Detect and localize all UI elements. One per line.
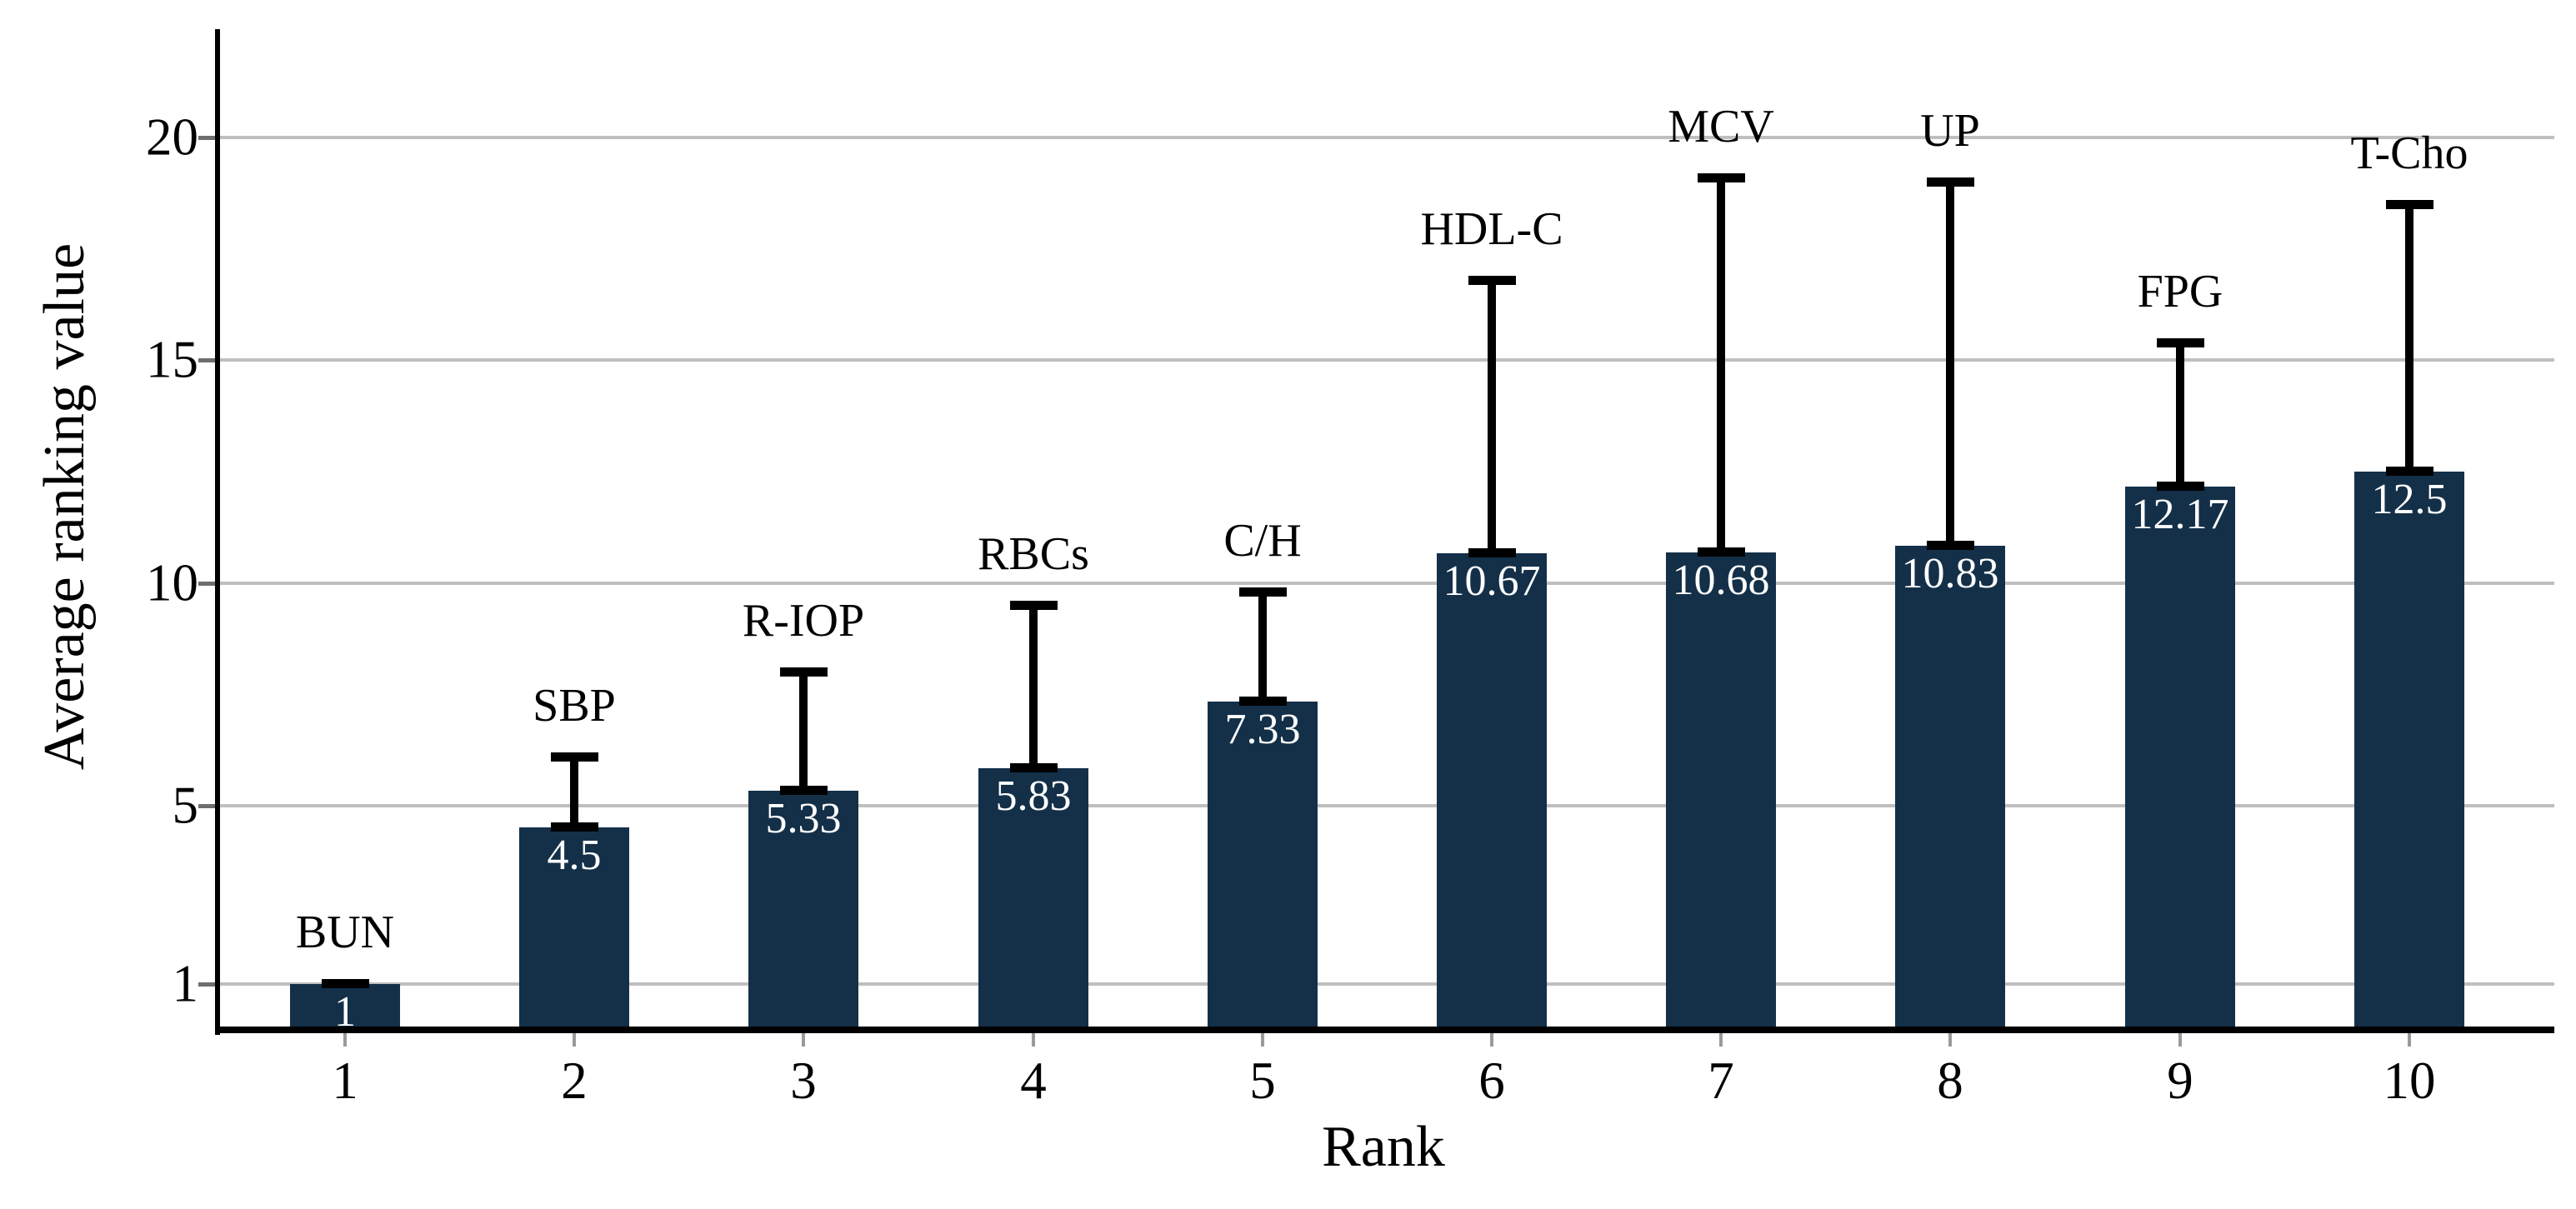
x-tick-label: 10 [2383, 1052, 2436, 1110]
error-bar-bottom-cap [1468, 548, 1516, 557]
bar [1666, 552, 1776, 1028]
bar-name-label: BUN [295, 907, 395, 959]
error-bar-bottom-cap [779, 786, 828, 795]
y-axis-line [215, 29, 220, 1035]
x-tick-mark [1490, 1032, 1493, 1047]
error-bar-top-cap [1468, 276, 1516, 285]
error-bar-bottom-cap [1697, 547, 1745, 557]
error-bar-bottom-cap [2385, 467, 2433, 476]
y-axis-title: Average ranking value [33, 242, 97, 771]
bar-value-label: 1 [334, 988, 356, 1036]
y-tick-label: 10 [146, 553, 198, 612]
bar-name-label: FPG [2137, 266, 2223, 318]
error-bar-top-cap [550, 752, 598, 762]
x-tick-mark [1948, 1032, 1952, 1047]
y-tick-label: 15 [146, 330, 198, 389]
bar-value-label: 10.83 [1901, 550, 1999, 597]
x-tick-label: 4 [1020, 1052, 1047, 1110]
error-bar-line [1029, 601, 1038, 768]
error-bar-bottom-cap [1926, 541, 1974, 550]
bar-name-label: RBCs [978, 528, 1089, 581]
bar-name-label: MCV [1668, 101, 1774, 153]
bar [978, 768, 1088, 1028]
x-tick-mark [2178, 1032, 2182, 1047]
y-tick-label: 5 [172, 776, 199, 835]
error-bar-line [2405, 200, 2413, 472]
bar-name-label: C/H [1223, 515, 1302, 567]
x-tick-mark [1032, 1032, 1035, 1047]
error-bar-line [570, 752, 578, 827]
error-bar-top-cap [2156, 338, 2204, 347]
error-bar-top-cap [1697, 173, 1745, 182]
y-tick-mark [198, 136, 215, 140]
x-tick-label: 3 [790, 1052, 817, 1110]
error-bar-top-cap [779, 667, 828, 677]
error-bar-line [1488, 276, 1496, 553]
x-tick-mark [1261, 1032, 1264, 1047]
bar-value-label: 10.68 [1672, 557, 1770, 604]
error-bar-line [1258, 587, 1267, 702]
x-tick-label: 1 [332, 1052, 358, 1110]
gridline [215, 982, 2554, 986]
y-tick-mark [198, 358, 215, 362]
error-bar-bottom-cap [321, 979, 369, 988]
gridline [215, 804, 2554, 807]
gridline [215, 358, 2554, 362]
gridline [215, 582, 2554, 585]
x-tick-label: 7 [1708, 1052, 1734, 1110]
bar-name-label: HDL-C [1420, 203, 1563, 256]
error-bar-line [1717, 173, 1725, 552]
x-tick-mark [343, 1032, 347, 1047]
error-bar-top-cap [1926, 177, 1974, 187]
bar [1437, 553, 1547, 1028]
bar [1208, 702, 1318, 1028]
x-tick-mark [573, 1032, 576, 1047]
error-bar-bottom-cap [1009, 763, 1058, 772]
x-tick-label: 8 [1937, 1052, 1963, 1110]
bar-name-label: R-IOP [742, 595, 865, 647]
bar [2125, 487, 2235, 1028]
y-tick-mark [198, 982, 215, 987]
error-bar-top-cap [2385, 200, 2433, 209]
bar-value-label: 4.5 [547, 832, 602, 879]
x-tick-label: 6 [1478, 1052, 1505, 1110]
x-tick-label: 9 [2167, 1052, 2193, 1110]
y-tick-label: 1 [172, 954, 199, 1013]
error-bar-line [2176, 338, 2184, 487]
bar [290, 984, 400, 1028]
error-bar-line [799, 667, 808, 791]
bar-value-label: 5.33 [765, 795, 842, 842]
bar-value-label: 5.83 [995, 772, 1072, 820]
x-tick-label: 5 [1249, 1052, 1276, 1110]
error-bar-top-cap [1009, 601, 1058, 610]
x-tick-mark [802, 1032, 805, 1047]
gridline [215, 136, 2554, 139]
bar-name-label: SBP [533, 680, 616, 732]
bar [519, 827, 629, 1028]
bar-name-label: UP [1920, 105, 1980, 157]
error-bar-bottom-cap [2156, 482, 2204, 491]
y-tick-mark [198, 804, 215, 808]
bar-name-label: T-Cho [2350, 127, 2468, 180]
x-tick-mark [2408, 1032, 2411, 1047]
bar [2354, 472, 2464, 1028]
x-tick-label: 2 [561, 1052, 588, 1110]
x-tick-mark [1719, 1032, 1723, 1047]
bar-value-label: 7.33 [1224, 706, 1301, 753]
x-axis-line [215, 1027, 2554, 1033]
bar [748, 791, 858, 1028]
bar [1895, 546, 2005, 1028]
error-bar-line [1946, 177, 1954, 546]
bar-value-label: 10.67 [1443, 557, 1541, 605]
x-axis-title: Rank [1322, 1115, 1445, 1179]
bar-value-label: 12.5 [2371, 476, 2448, 523]
y-tick-mark [198, 582, 215, 586]
error-bar-top-cap [1238, 587, 1287, 597]
error-bar-bottom-cap [1238, 697, 1287, 706]
y-tick-label: 20 [146, 107, 198, 167]
error-bar-bottom-cap [550, 822, 598, 832]
bar-value-label: 12.17 [2131, 491, 2229, 538]
